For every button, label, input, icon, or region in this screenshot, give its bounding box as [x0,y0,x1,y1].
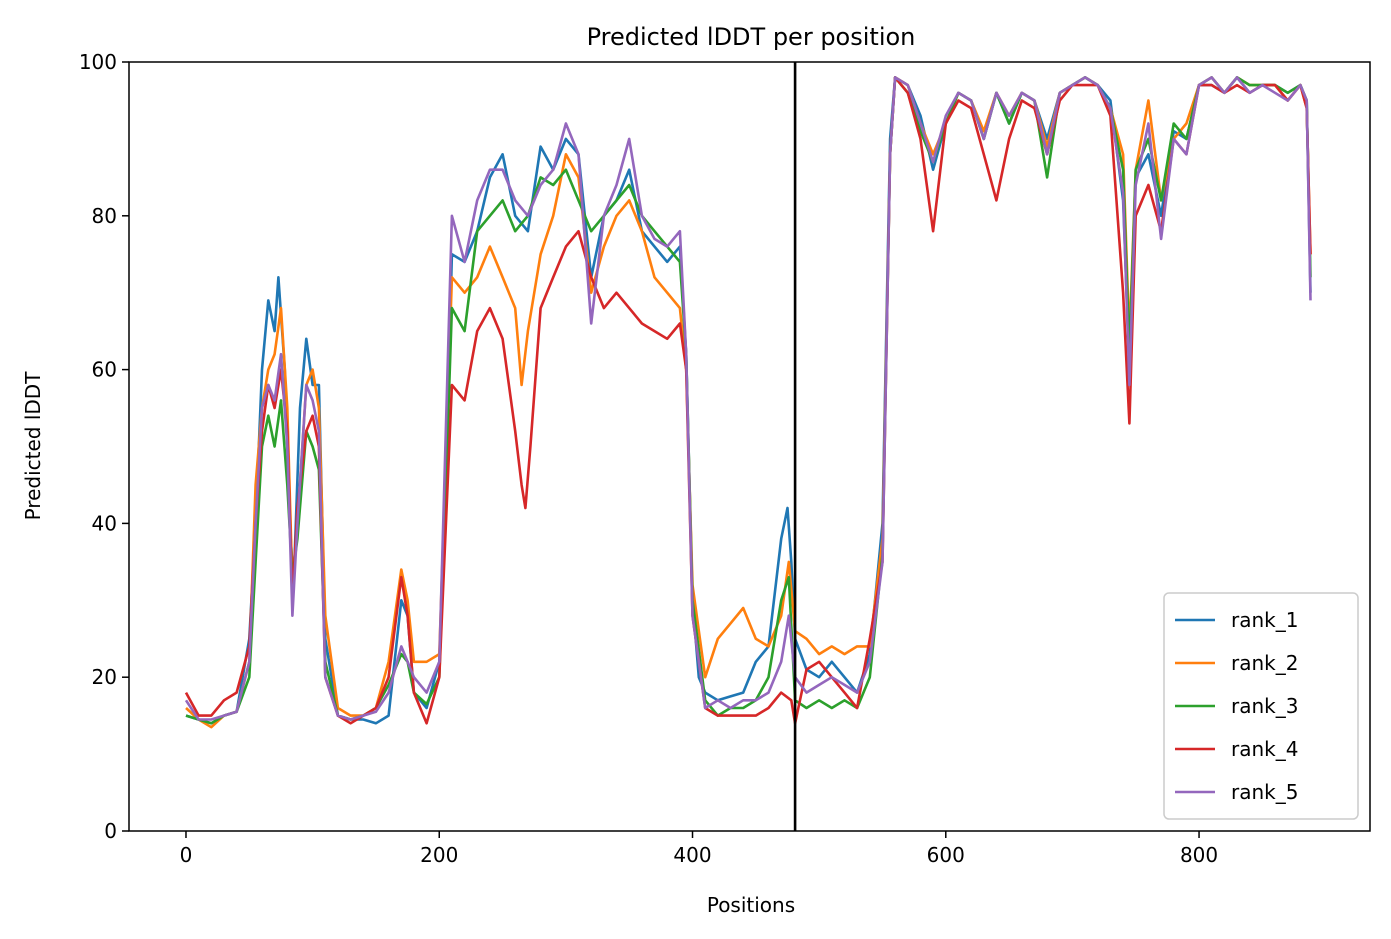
x-tick-label: 200 [420,843,458,867]
x-tick-label: 800 [1180,843,1218,867]
legend-label-rank-3: rank_3 [1231,694,1298,718]
legend-label-rank-1: rank_1 [1231,608,1298,632]
x-tick-label: 0 [180,843,193,867]
y-tick-label: 0 [104,819,117,843]
y-axis-ticks: 0 20 40 60 80 100 [79,50,129,843]
y-tick-label: 80 [92,204,117,228]
y-axis-title: Predicted lDDT [21,371,45,521]
plot-area [128,61,1371,832]
series-line-rank-5 [184,76,1312,721]
y-tick-label: 100 [79,50,117,74]
x-axis-ticks: 0 200 400 600 800 [180,831,1218,867]
y-tick-label: 20 [92,665,117,689]
y-tick-label: 40 [92,511,117,535]
chart-title: Predicted lDDT per position [587,23,916,51]
x-tick-label: 600 [927,843,965,867]
x-axis-title: Positions [707,893,795,917]
legend: rank_1 rank_2 rank_3 rank_4 rank_5 [1163,592,1359,820]
series-line-rank-2 [185,76,1312,729]
x-tick-label: 400 [673,843,711,867]
y-tick-label: 60 [92,358,117,382]
series-layer [184,76,1312,729]
legend-box [1163,592,1359,820]
legend-label-rank-2: rank_2 [1231,651,1298,675]
legend-label-rank-5: rank_5 [1231,780,1298,804]
axes-frame [128,61,1371,832]
legend-label-rank-4: rank_4 [1231,737,1298,761]
